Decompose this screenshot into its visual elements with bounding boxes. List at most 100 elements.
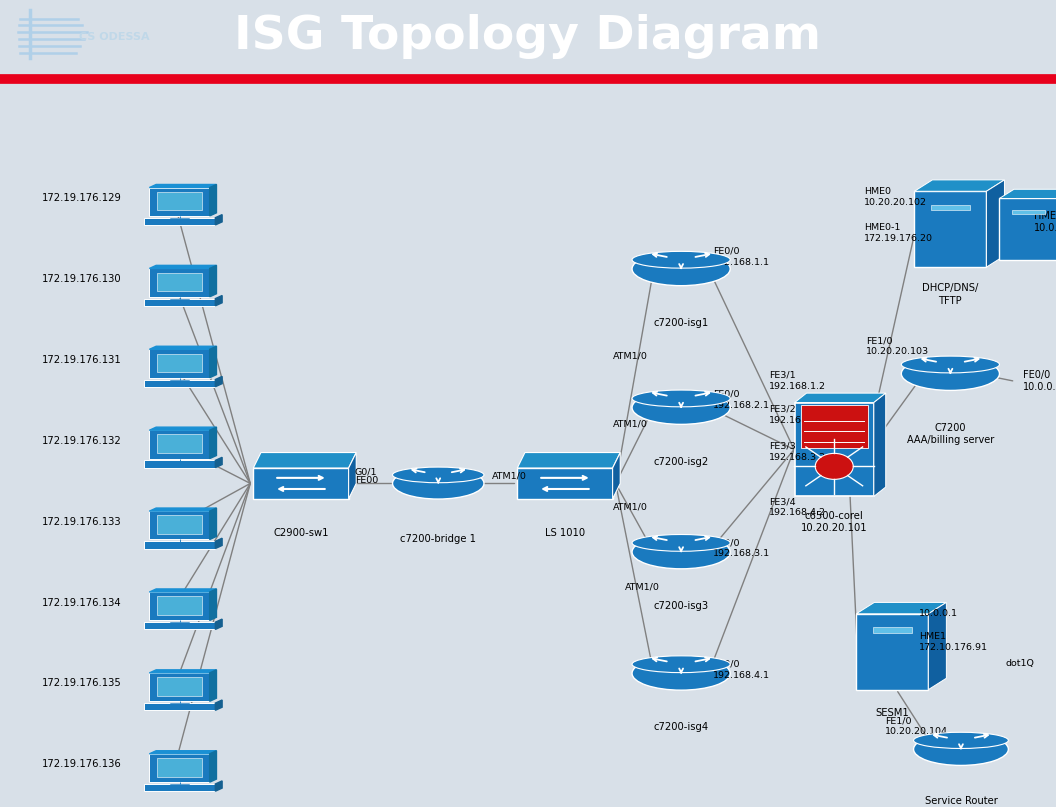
FancyBboxPatch shape	[157, 758, 202, 776]
Ellipse shape	[633, 252, 730, 286]
Ellipse shape	[633, 656, 730, 672]
Polygon shape	[517, 453, 620, 468]
FancyBboxPatch shape	[157, 353, 202, 372]
Ellipse shape	[902, 356, 999, 373]
FancyBboxPatch shape	[999, 199, 1056, 260]
FancyBboxPatch shape	[157, 192, 202, 211]
Polygon shape	[999, 190, 1056, 199]
Text: FE3/2
192.168.2.2: FE3/2 192.168.2.2	[769, 405, 826, 424]
Polygon shape	[149, 589, 216, 592]
Polygon shape	[914, 180, 1004, 191]
FancyBboxPatch shape	[149, 592, 210, 621]
Text: c7200-bridge 1: c7200-bridge 1	[400, 534, 476, 544]
FancyBboxPatch shape	[149, 349, 210, 378]
Text: HME1
172.10.176.91: HME1 172.10.176.91	[919, 632, 987, 652]
Text: CS ODESSA: CS ODESSA	[79, 32, 150, 42]
Ellipse shape	[633, 657, 730, 690]
Text: HME0-1
172.19.176.20: HME0-1 172.19.176.20	[864, 223, 932, 243]
Text: dot1Q: dot1Q	[1005, 659, 1034, 668]
Polygon shape	[210, 508, 216, 540]
Text: ATM1/0: ATM1/0	[492, 472, 527, 481]
FancyBboxPatch shape	[149, 269, 210, 297]
Text: FE1/0
10.20.20.103: FE1/0 10.20.20.103	[866, 337, 929, 356]
Text: 172.19.176.131: 172.19.176.131	[42, 355, 122, 365]
Polygon shape	[986, 180, 1004, 267]
Text: HME0
10.20.20.102: HME0 10.20.20.102	[864, 186, 927, 207]
Polygon shape	[215, 458, 222, 467]
FancyBboxPatch shape	[144, 379, 215, 387]
Ellipse shape	[393, 468, 484, 499]
FancyBboxPatch shape	[157, 596, 202, 615]
Text: FE3/3
192.168.3.2: FE3/3 192.168.3.2	[769, 441, 826, 462]
Polygon shape	[253, 453, 356, 468]
FancyBboxPatch shape	[802, 405, 868, 448]
Polygon shape	[215, 376, 222, 387]
Polygon shape	[795, 393, 886, 403]
Polygon shape	[149, 346, 216, 349]
Ellipse shape	[633, 390, 730, 407]
FancyBboxPatch shape	[144, 461, 215, 467]
Text: FE3/1
192.168.1.2: FE3/1 192.168.1.2	[769, 370, 826, 391]
Text: 172.19.176.130: 172.19.176.130	[42, 274, 121, 284]
Text: c7200-isg4: c7200-isg4	[654, 722, 709, 733]
Text: SESM1: SESM1	[875, 708, 909, 718]
FancyBboxPatch shape	[144, 541, 215, 549]
Text: FE0/0
192.168.1.1: FE0/0 192.168.1.1	[713, 247, 770, 266]
FancyBboxPatch shape	[149, 673, 210, 701]
Polygon shape	[149, 670, 216, 673]
Text: 172.19.176.133: 172.19.176.133	[42, 516, 121, 527]
Text: FE0/0
192.168.2.1: FE0/0 192.168.2.1	[713, 390, 770, 410]
FancyBboxPatch shape	[517, 468, 612, 499]
FancyBboxPatch shape	[144, 784, 215, 791]
Ellipse shape	[633, 251, 730, 268]
Ellipse shape	[393, 467, 484, 483]
FancyBboxPatch shape	[856, 614, 928, 690]
Polygon shape	[149, 751, 216, 754]
FancyBboxPatch shape	[144, 299, 215, 306]
Text: 172.19.176.129: 172.19.176.129	[42, 193, 122, 203]
Circle shape	[815, 454, 853, 479]
Polygon shape	[928, 602, 946, 690]
Polygon shape	[215, 781, 222, 791]
Polygon shape	[149, 185, 216, 187]
Polygon shape	[210, 346, 216, 378]
Polygon shape	[856, 602, 946, 614]
FancyBboxPatch shape	[795, 403, 874, 496]
Text: FE0/0
192.168.4.1: FE0/0 192.168.4.1	[713, 659, 770, 679]
FancyBboxPatch shape	[144, 703, 215, 710]
Text: LS 1010: LS 1010	[545, 529, 585, 538]
FancyBboxPatch shape	[157, 434, 202, 453]
Text: DHCP/DNS/
TFTP: DHCP/DNS/ TFTP	[922, 283, 979, 306]
FancyBboxPatch shape	[149, 187, 210, 216]
Text: ATM1/0: ATM1/0	[612, 420, 647, 429]
Text: FE00: FE00	[355, 476, 378, 485]
Polygon shape	[215, 700, 222, 710]
Text: c7200-isg3: c7200-isg3	[654, 601, 709, 611]
Text: ISG Topology Diagram: ISG Topology Diagram	[234, 14, 822, 59]
Polygon shape	[874, 393, 886, 496]
FancyBboxPatch shape	[253, 468, 348, 499]
Text: 172.19.176.132: 172.19.176.132	[42, 436, 122, 445]
Text: ATM1/0: ATM1/0	[625, 582, 660, 592]
Text: FE0/0
10.0.0.3: FE0/0 10.0.0.3	[1023, 370, 1056, 392]
FancyBboxPatch shape	[157, 273, 202, 291]
FancyBboxPatch shape	[914, 191, 986, 267]
Text: HME2
10.0.0.2: HME2 10.0.0.2	[1034, 211, 1056, 233]
Polygon shape	[149, 266, 216, 269]
Polygon shape	[348, 453, 356, 499]
Text: 10.0.0.1: 10.0.0.1	[919, 609, 958, 618]
Polygon shape	[215, 295, 222, 306]
FancyBboxPatch shape	[930, 205, 970, 211]
Polygon shape	[210, 670, 216, 701]
Polygon shape	[149, 508, 216, 511]
FancyBboxPatch shape	[1013, 210, 1044, 214]
Text: 172.19.176.135: 172.19.176.135	[42, 679, 122, 688]
FancyBboxPatch shape	[872, 628, 912, 633]
Ellipse shape	[902, 357, 999, 391]
Polygon shape	[210, 266, 216, 297]
Ellipse shape	[913, 733, 1008, 765]
Ellipse shape	[633, 535, 730, 569]
FancyBboxPatch shape	[149, 754, 210, 782]
FancyBboxPatch shape	[144, 218, 215, 225]
FancyBboxPatch shape	[149, 430, 210, 458]
